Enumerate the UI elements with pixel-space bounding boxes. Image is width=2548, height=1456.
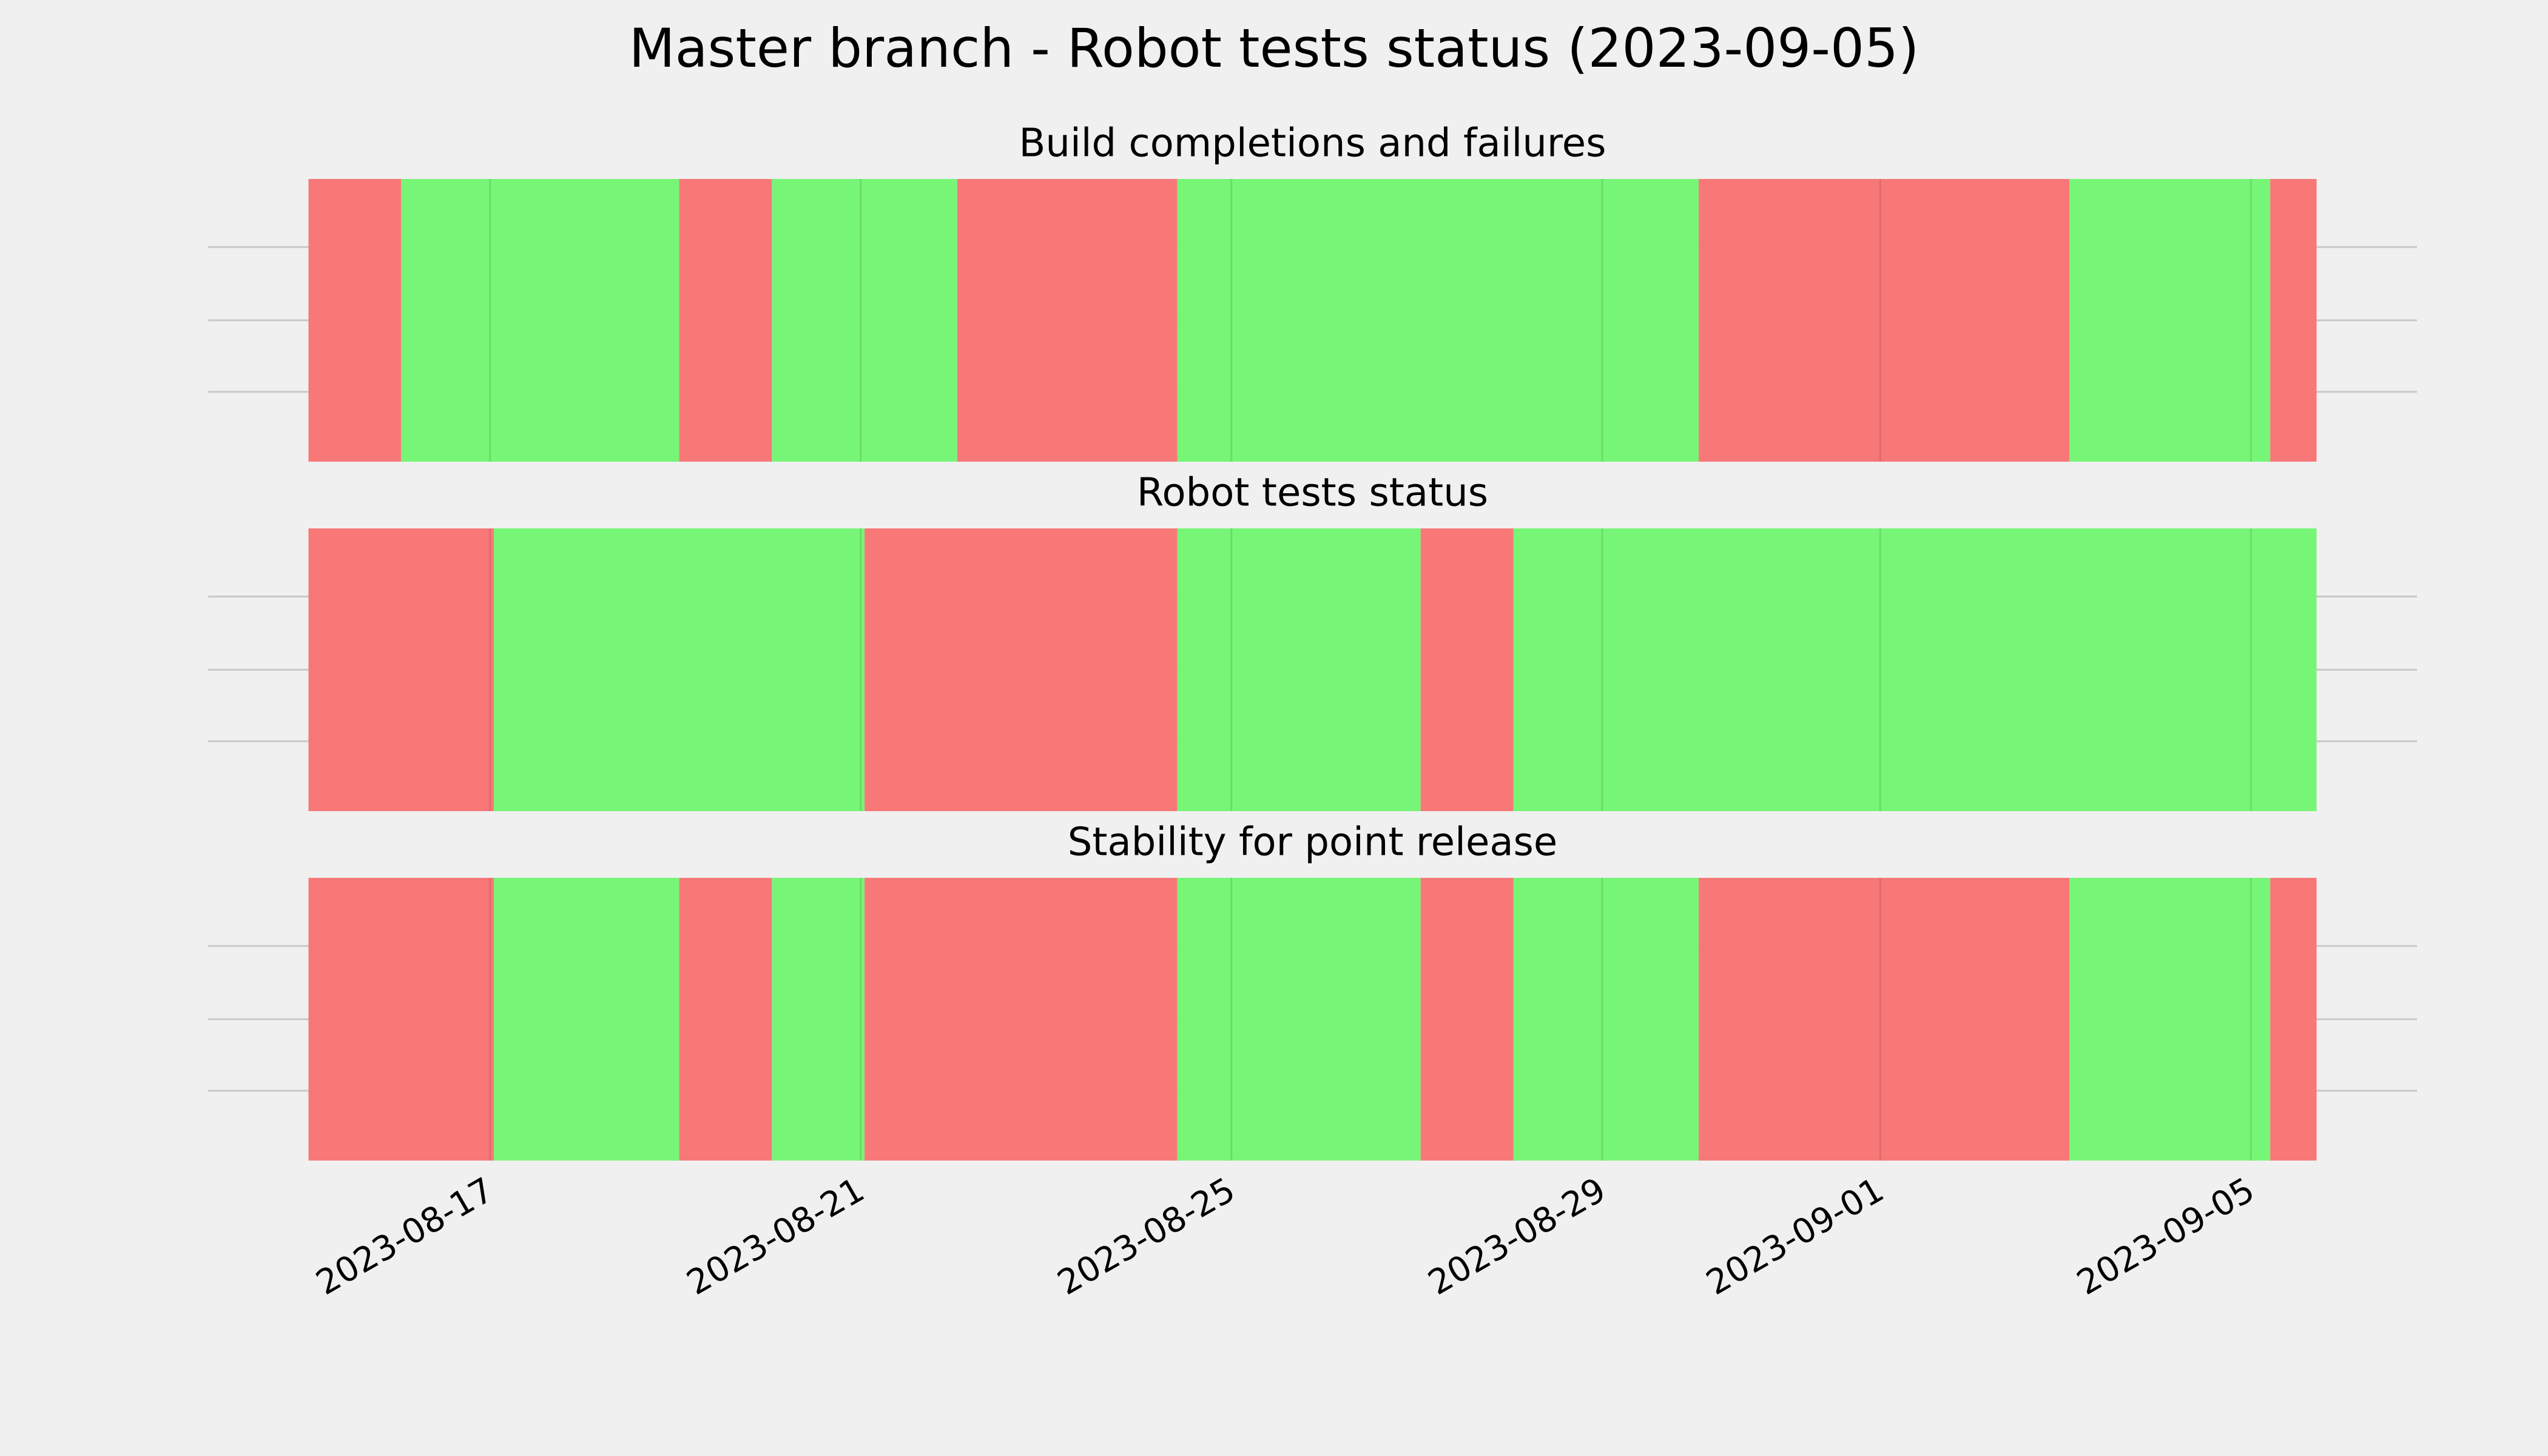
status-segment bbox=[864, 878, 1178, 1161]
status-segment bbox=[2270, 878, 2317, 1161]
status-segment bbox=[2270, 179, 2317, 462]
status-segment bbox=[308, 878, 494, 1161]
status-segment bbox=[1513, 878, 1699, 1161]
status-segment bbox=[494, 528, 865, 811]
status-segment bbox=[772, 878, 865, 1161]
status-segment bbox=[1420, 528, 1514, 811]
figure-title: Master branch - Robot tests status (2023… bbox=[629, 17, 1919, 79]
status-segment bbox=[494, 878, 679, 1161]
panel-title: Robot tests status bbox=[1137, 471, 1488, 516]
status-segment bbox=[1177, 179, 1699, 462]
status-segment bbox=[1420, 878, 1514, 1161]
status-segment bbox=[1513, 528, 2317, 811]
panel-title: Stability for point release bbox=[1068, 820, 1558, 865]
status-segment bbox=[772, 179, 957, 462]
status-segment bbox=[1699, 878, 2070, 1161]
status-segment bbox=[1699, 179, 2070, 462]
status-segment bbox=[401, 179, 679, 462]
status-segment bbox=[308, 179, 402, 462]
panel-title: Build completions and failures bbox=[1019, 121, 1606, 166]
status-segment bbox=[2069, 179, 2271, 462]
status-segment bbox=[679, 179, 772, 462]
status-segment bbox=[2069, 878, 2271, 1161]
status-segment bbox=[308, 528, 494, 811]
status-segment bbox=[864, 528, 1178, 811]
status-segment bbox=[1177, 528, 1421, 811]
status-segment bbox=[679, 878, 772, 1161]
status-segment bbox=[1177, 878, 1421, 1161]
status-segment bbox=[957, 179, 1178, 462]
